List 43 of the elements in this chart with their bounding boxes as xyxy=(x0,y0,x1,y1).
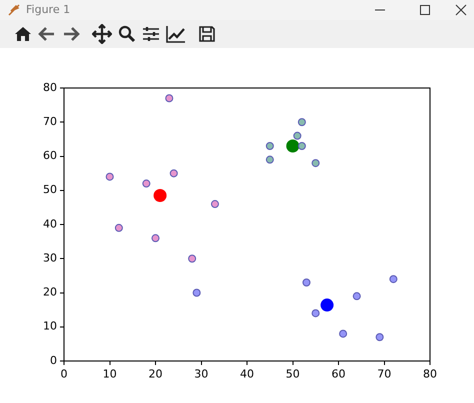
point xyxy=(320,298,334,312)
x-tick-label: 40 xyxy=(240,367,254,380)
point xyxy=(266,156,274,164)
point xyxy=(376,333,384,342)
x-tick-label: 30 xyxy=(194,367,208,380)
y-tick-label: 0 xyxy=(50,354,57,367)
x-tick-label: 70 xyxy=(377,367,392,380)
point xyxy=(114,224,123,232)
y-tick-label: 50 xyxy=(43,183,57,196)
x-tick-label: 50 xyxy=(286,367,300,380)
point xyxy=(106,172,114,181)
point xyxy=(293,132,302,140)
point xyxy=(142,180,150,188)
point xyxy=(170,169,178,178)
point xyxy=(192,288,201,297)
y-tick-label: 30 xyxy=(43,251,57,264)
point xyxy=(302,278,310,287)
point xyxy=(266,142,274,150)
point xyxy=(312,159,320,168)
point xyxy=(165,94,174,102)
chart-title: Figure 1 xyxy=(26,3,70,16)
y-tick-label: 80 xyxy=(43,80,57,94)
point xyxy=(298,142,306,150)
y-tick-label: 40 xyxy=(43,217,57,230)
point xyxy=(210,200,219,208)
point xyxy=(339,330,348,338)
point xyxy=(389,275,398,284)
y-tick-label: 60 xyxy=(43,149,57,162)
x-tick-label: 0 xyxy=(60,367,68,380)
point xyxy=(154,188,167,202)
y-tick-label: 20 xyxy=(43,286,57,299)
point xyxy=(286,140,300,153)
point xyxy=(298,118,306,126)
point xyxy=(152,234,160,242)
x-tick-label: 10 xyxy=(102,367,117,380)
point xyxy=(312,309,320,318)
y-tick-label: 70 xyxy=(43,114,57,128)
y-tick-label: 10 xyxy=(43,320,57,333)
x-tick-label: 80 xyxy=(423,367,437,380)
x-tick-label: 60 xyxy=(332,367,346,380)
x-tick-label: 20 xyxy=(148,367,162,380)
point xyxy=(188,254,196,263)
point xyxy=(352,292,361,300)
